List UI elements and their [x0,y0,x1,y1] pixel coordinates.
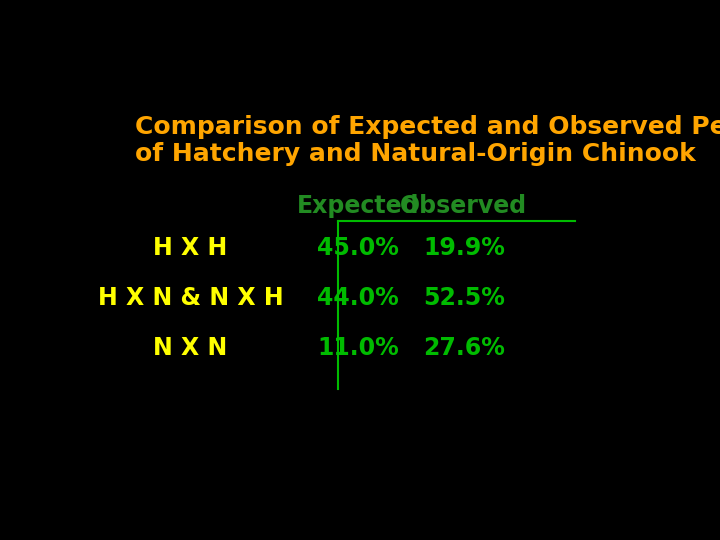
Text: 45.0%: 45.0% [317,236,399,260]
Text: H X H: H X H [153,236,228,260]
Text: Comparison of Expected and Observed Percentages
of Hatchery and Natural-Origin C: Comparison of Expected and Observed Perc… [135,114,720,166]
Text: 27.6%: 27.6% [423,335,505,360]
Text: H X N & N X H: H X N & N X H [98,286,283,309]
Text: Expected: Expected [297,194,419,218]
Text: Observed: Observed [400,194,528,218]
Text: 44.0%: 44.0% [317,286,399,309]
Text: 19.9%: 19.9% [423,236,505,260]
Text: 11.0%: 11.0% [317,335,399,360]
Text: 52.5%: 52.5% [423,286,505,309]
Text: N X N: N X N [153,335,228,360]
